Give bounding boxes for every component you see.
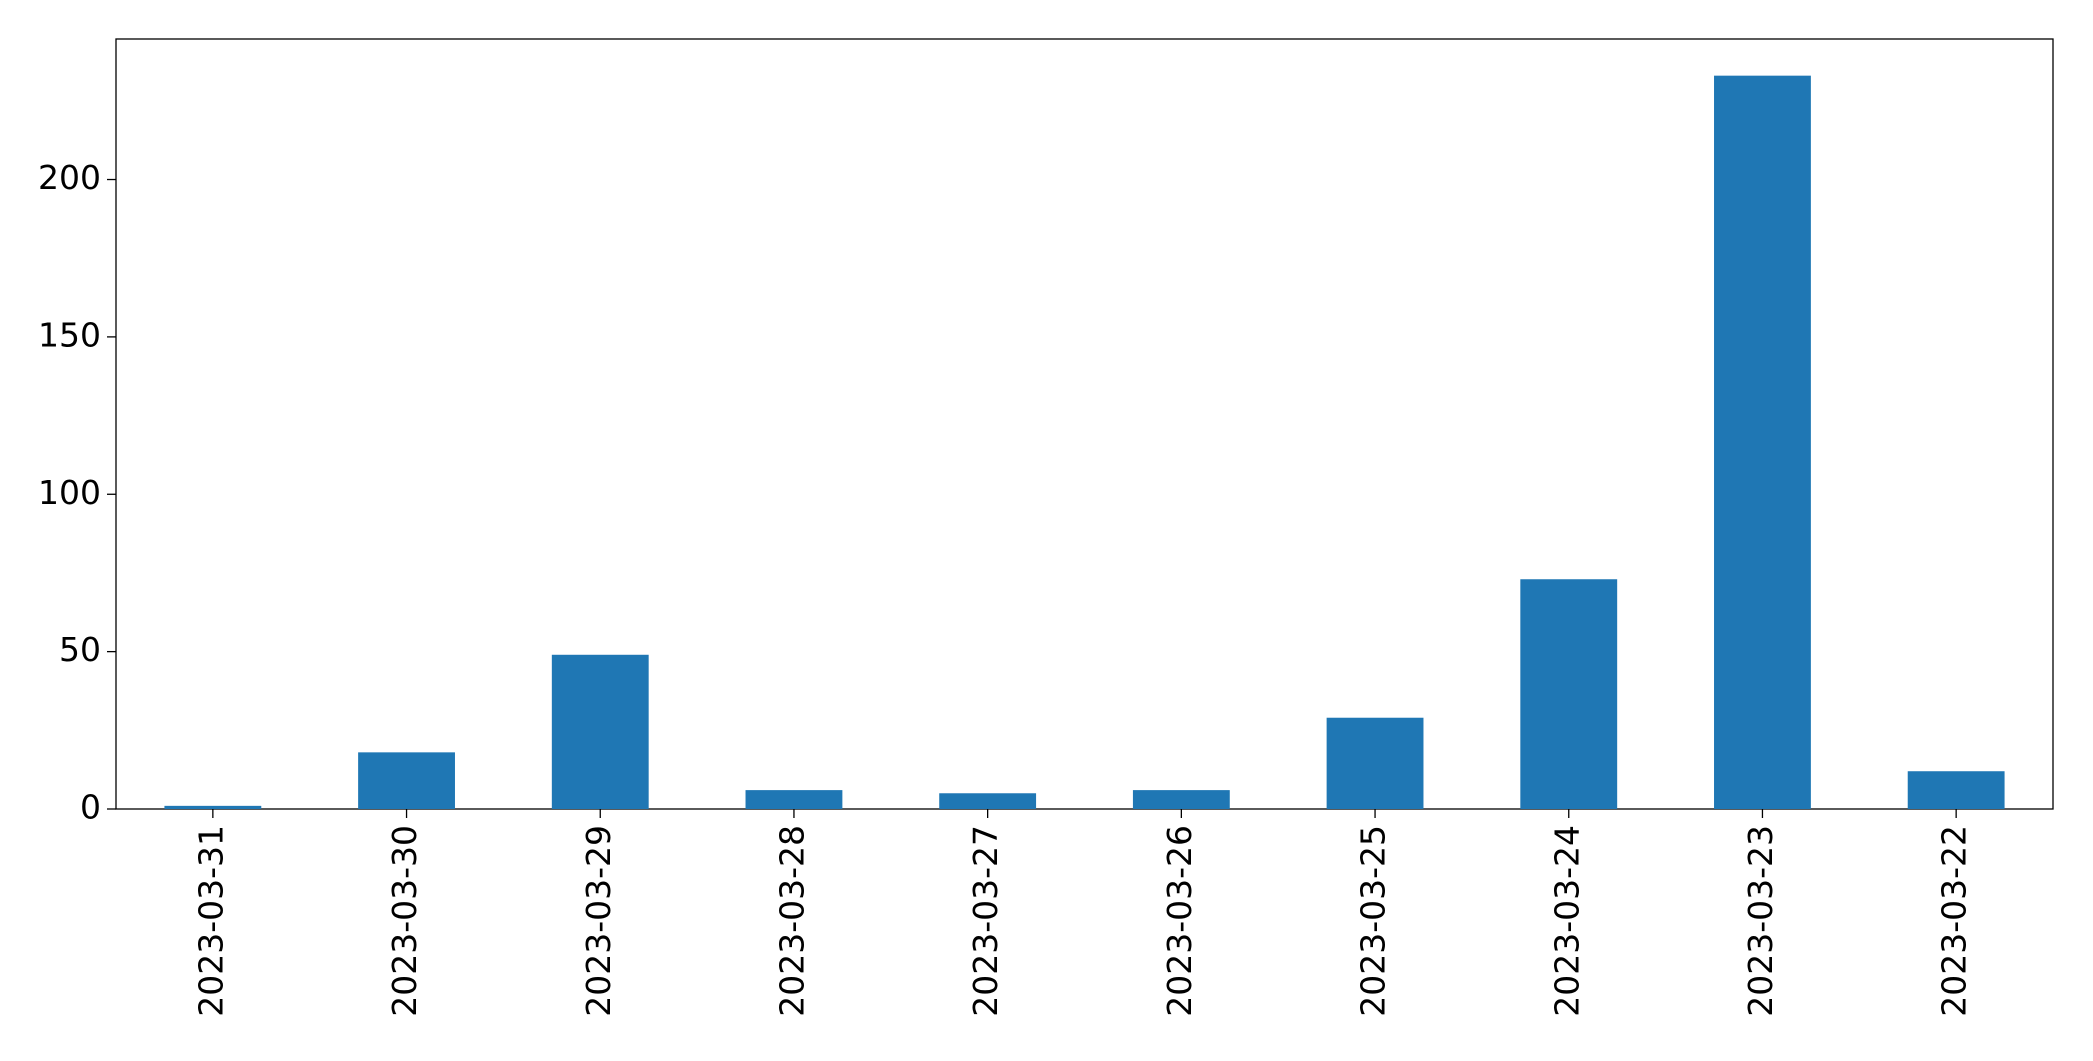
bar <box>164 805 262 809</box>
bar <box>1132 790 1230 809</box>
x-tick-label: 2023-03-30 <box>385 825 424 1017</box>
x-tick-label: 2023-03-31 <box>191 825 230 1017</box>
x-tick-label: 2023-03-27 <box>966 825 1005 1017</box>
y-tick-label: 0 <box>80 788 101 827</box>
bar <box>1907 771 2005 809</box>
x-tick-label: 2023-03-28 <box>772 825 811 1017</box>
x-tick-label: 2023-03-24 <box>1547 825 1586 1017</box>
bar <box>939 793 1037 809</box>
bar <box>358 752 455 809</box>
bar <box>1714 75 1811 809</box>
x-tick-label: 2023-03-25 <box>1354 825 1393 1017</box>
x-tick-label: 2023-03-22 <box>1935 825 1974 1017</box>
x-tick-label: 2023-03-23 <box>1741 825 1780 1017</box>
y-tick-label: 150 <box>38 315 101 354</box>
bar <box>1326 717 1424 809</box>
x-tick-label: 2023-03-29 <box>579 825 618 1017</box>
y-tick-label: 100 <box>38 473 101 512</box>
bar <box>551 654 649 809</box>
y-tick-label: 200 <box>38 158 101 197</box>
bar <box>745 790 843 809</box>
bar <box>1520 579 1618 809</box>
plot-frame <box>115 38 2054 810</box>
y-tick-label: 50 <box>59 630 101 669</box>
x-tick-label: 2023-03-26 <box>1160 825 1199 1017</box>
